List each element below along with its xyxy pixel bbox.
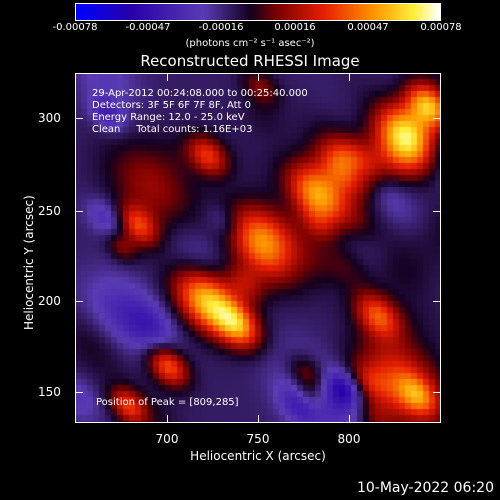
x-tick-mark [167, 73, 168, 81]
info-time-range: 29-Apr-2012 00:24:08.000 to 00:25:40.000 [92, 88, 308, 99]
y-tick-label: 250 [38, 204, 61, 218]
y-tick-mark [75, 392, 83, 393]
y-tick-mark [433, 301, 441, 302]
rhessi-image [75, 73, 441, 423]
y-tick-mark [433, 118, 441, 119]
y-tick-mark [75, 211, 83, 212]
colorbar-tick: 0.00047 [347, 22, 389, 33]
timestamp: 10-May-2022 06:20 [356, 480, 494, 496]
x-tick-mark [167, 415, 168, 423]
y-axis-title: Heliocentric Y (arcsec) [22, 195, 36, 330]
colorbar-tick: 0.00016 [274, 22, 316, 33]
info-energy-range: Energy Range: 12.0 - 25.0 keV [92, 112, 245, 123]
y-tick-mark [75, 118, 83, 119]
x-tick-mark [349, 415, 350, 423]
plot-title: Reconstructed RHESSI Image [140, 52, 360, 70]
colorbar [75, 3, 441, 21]
image-plot [75, 73, 441, 423]
info-detectors: Detectors: 3F 5F 6F 7F 8F, Att 0 [92, 100, 252, 111]
x-tick-mark [349, 73, 350, 81]
info-clean-counts: Clean Total counts: 1.16E+03 [92, 124, 253, 135]
y-tick-label: 150 [38, 385, 61, 399]
y-tick-label: 200 [38, 294, 61, 308]
x-axis-title: Heliocentric X (arcsec) [190, 449, 326, 463]
y-tick-mark [75, 301, 83, 302]
x-tick-mark [258, 415, 259, 423]
colorbar-tick: -0.00016 [198, 22, 244, 33]
y-tick-label: 300 [38, 111, 61, 125]
x-tick-label: 750 [246, 432, 270, 446]
y-tick-mark [433, 211, 441, 212]
colorbar-tick: -0.00047 [125, 22, 171, 33]
colorbar-tick: -0.00078 [52, 22, 98, 33]
x-tick-mark [258, 73, 259, 81]
y-tick-mark [433, 392, 441, 393]
colorbar-tick: 0.00078 [420, 22, 462, 33]
x-tick-label: 800 [337, 432, 361, 446]
peak-position: Position of Peak = [809,285] [96, 397, 239, 408]
x-tick-label: 700 [155, 432, 179, 446]
colorbar-units: (photons cm⁻² s⁻¹ asec⁻²) [185, 38, 315, 49]
